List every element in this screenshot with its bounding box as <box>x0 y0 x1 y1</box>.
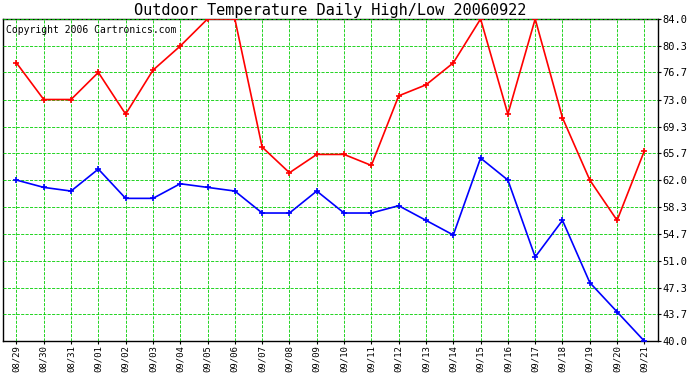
Text: Copyright 2006 Cartronics.com: Copyright 2006 Cartronics.com <box>6 26 177 35</box>
Title: Outdoor Temperature Daily High/Low 20060922: Outdoor Temperature Daily High/Low 20060… <box>135 3 526 18</box>
